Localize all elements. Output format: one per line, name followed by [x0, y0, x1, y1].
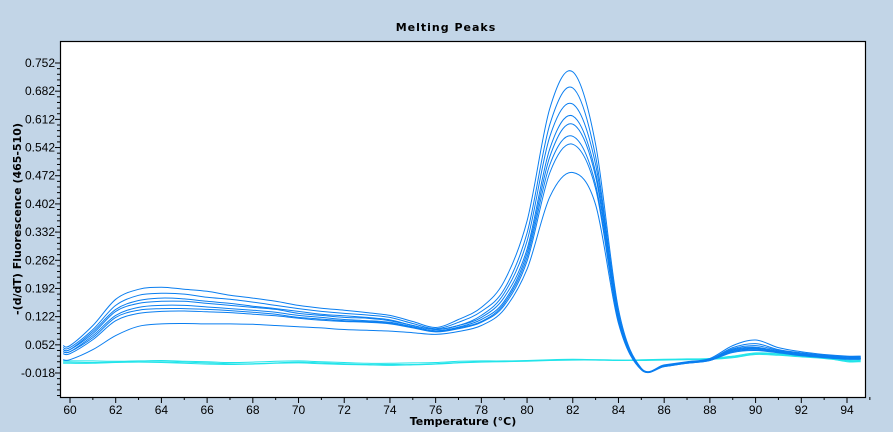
- series-line-sample-8: [63, 171, 861, 373]
- x-tick-label: 66: [200, 403, 214, 417]
- x-axis: 60 62 64 66 68 70 72 74 76 78 80 82 84 86 88 90 92 94: [63, 397, 871, 417]
- x-tick-label: 84: [612, 403, 626, 417]
- y-tick-label: 0.262: [25, 253, 55, 267]
- x-tick-label: 70: [292, 403, 306, 417]
- y-tick-label: 0.402: [25, 197, 55, 211]
- x-tick-label: 94: [840, 403, 854, 417]
- y-axis: 0.752 0.682 0.612 0.542 0.472 0.402 0.332 0.262…: [21, 56, 60, 397]
- series-line-sample-2: [62, 86, 861, 373]
- x-tick-label: 78: [475, 403, 489, 417]
- x-tick-label: 72: [338, 403, 352, 417]
- y-tick-label: 0.752: [25, 56, 55, 70]
- y-tick-label: 0.682: [25, 84, 55, 98]
- plot-frame: [59, 40, 867, 399]
- series-line-sample-5: [62, 123, 861, 373]
- y-tick-label: 0.192: [25, 281, 55, 295]
- x-tick-label: 92: [795, 403, 809, 417]
- series-line-sample-4: [62, 114, 861, 373]
- series-line-sample-7: [62, 143, 861, 374]
- y-tick-label: 0.472: [25, 169, 55, 183]
- x-axis-label: Temperature (°C): [410, 415, 517, 428]
- y-tick-label: 0.332: [25, 225, 55, 239]
- x-tick-label: 88: [703, 403, 717, 417]
- y-tick-label: 0.052: [25, 338, 55, 352]
- series-line-control-2: [63, 353, 861, 366]
- x-tick-label: 86: [657, 403, 671, 417]
- plot-area: [60, 41, 866, 398]
- y-tick-label: -0.018: [21, 366, 55, 380]
- x-tick-label: 62: [109, 403, 123, 417]
- x-tick-label: 76: [429, 403, 443, 417]
- series-layer: [62, 70, 861, 374]
- series-line-control-1: [63, 353, 861, 364]
- x-tick-label: 74: [383, 403, 397, 417]
- x-tick-label: 64: [155, 403, 169, 417]
- chart-title: Melting Peaks: [396, 21, 497, 34]
- x-tick-label: 90: [749, 403, 763, 417]
- y-tick-label: 0.122: [25, 310, 55, 324]
- y-tick-label: 0.542: [25, 141, 55, 155]
- series-line-sample-1: [62, 70, 861, 373]
- x-tick-label: 80: [520, 403, 534, 417]
- series-line-sample-3: [62, 102, 861, 373]
- x-tick-label: 82: [566, 403, 580, 417]
- y-axis-label: -(d/dT) Fluorescence (465-510): [11, 123, 24, 315]
- y-tick-label: 0.612: [25, 112, 55, 126]
- x-tick-label: 60: [63, 403, 77, 417]
- x-tick-label: 68: [246, 403, 260, 417]
